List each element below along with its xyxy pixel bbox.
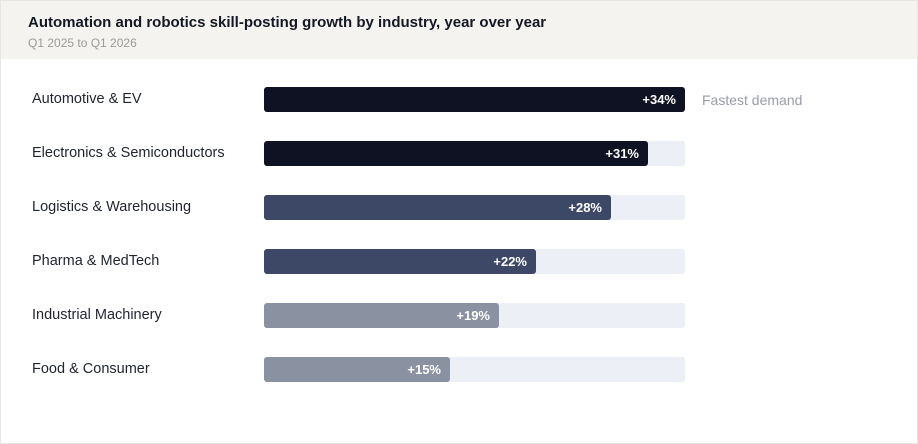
bar-value-label: +28% [568,200,602,215]
bar [264,303,499,328]
bar-value-label: +15% [407,362,441,377]
category-label: Logistics & Warehousing [32,199,192,215]
category-label: Electronics & Semiconductors [32,145,225,161]
bar-row: Pharma & MedTech +22% [1,249,917,274]
category-label: Pharma & MedTech [32,253,160,269]
bar-row: Electronics & Semiconductors +31% [1,141,917,166]
bar [264,141,648,166]
bar-track: +34% [264,87,685,112]
bar-track: +28% [264,195,685,220]
bar [264,195,611,220]
category-label: Industrial Machinery [32,307,162,323]
bar-value-label: +34% [642,92,676,107]
category-label: Food & Consumer [32,361,150,377]
bar-track: +31% [264,141,685,166]
annotation-label: Fastest demand [702,92,803,108]
bar-row: Logistics & Warehousing +28% [1,195,917,220]
bar [264,357,450,382]
bar-track: +22% [264,249,685,274]
bar-row: Food & Consumer +15% [1,357,917,382]
bar-value-label: +22% [493,254,527,269]
bar-value-label: +19% [456,308,490,323]
bar [264,249,536,274]
chart-header: Automation and robotics skill-posting gr… [1,1,917,59]
chart-subtitle: Q1 2025 to Q1 2026 [28,36,137,50]
bar-track: +15% [264,357,685,382]
bar-track: +19% [264,303,685,328]
bar-value-label: +31% [605,146,639,161]
bar-row: Automotive & EV +34% Fastest demand [1,87,917,112]
bar-row: Industrial Machinery +19% [1,303,917,328]
chart-title: Automation and robotics skill-posting gr… [28,14,547,31]
bar [264,87,685,112]
category-label: Automotive & EV [32,91,142,107]
